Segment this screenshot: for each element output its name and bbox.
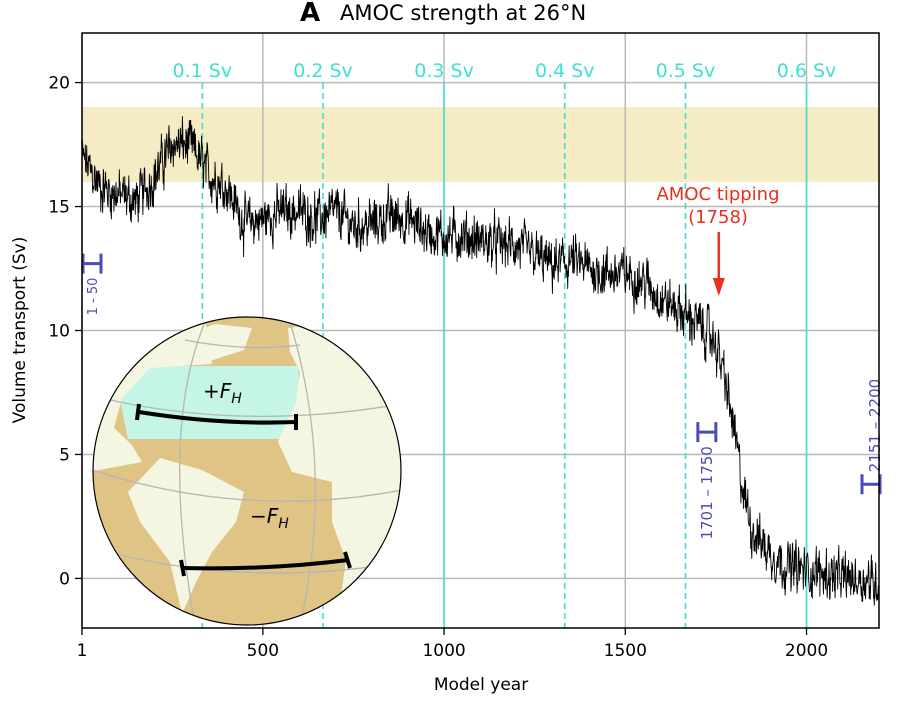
freshwater-marker-label: 0.1 Sv	[173, 60, 233, 82]
y-tick-label: 20	[48, 74, 70, 94]
globe-gridlines	[93, 321, 401, 625]
globe-outline	[92, 316, 402, 626]
y-tick-label: 10	[48, 322, 70, 342]
period-bracket-label: 1701 – 1750	[698, 446, 716, 539]
freshwater-marker-label: 0.2 Sv	[293, 60, 353, 82]
period-bracket-icon	[81, 253, 103, 274]
y-axis-label: Volume transport (Sv)	[10, 237, 30, 424]
x-tick-label: 2000	[785, 641, 828, 661]
period-bracket-icon	[696, 422, 718, 443]
x-tick-label: 1000	[422, 641, 465, 661]
annotation-line1: AMOC tipping	[656, 184, 779, 205]
y-tick-label: 5	[59, 445, 70, 465]
x-axis-label: Model year	[434, 675, 528, 695]
title-text: AMOC strength at 26°N	[340, 1, 586, 25]
globe-inset: +FH −FH	[92, 316, 402, 626]
freshwater-marker-label: 0.6 Sv	[777, 60, 837, 82]
panel-letter: A	[300, 0, 320, 28]
x-tick-label: 500	[247, 641, 279, 661]
freshwater-marker-label: 0.5 Sv	[656, 60, 716, 82]
y-tick-label: 15	[48, 198, 70, 218]
flux-brackets	[135, 403, 352, 577]
x-tick-label: 1	[77, 641, 88, 661]
freshwater-marker-label: 0.3 Sv	[414, 60, 474, 82]
chart-title: A AMOC strength at 26°N	[300, 0, 586, 28]
annotation-line2: (1758)	[688, 207, 748, 228]
greenland	[178, 324, 252, 362]
x-tick-label: 1500	[604, 641, 647, 661]
amoc-series-line	[82, 116, 879, 606]
period-bracket-label: 2151 – 2200	[866, 379, 884, 472]
inset-label-south: −FH	[250, 504, 289, 532]
annotation-arrow-head	[712, 278, 725, 296]
tipping-annotation: AMOC tipping (1758)	[656, 184, 780, 296]
period-bracket-icon	[860, 474, 882, 495]
y-tick-label: 0	[59, 569, 70, 589]
freshwater-marker-label: 0.4 Sv	[535, 60, 595, 82]
period-bracket-label: 1 - 50	[86, 278, 101, 316]
inset-label-north: +FH	[203, 379, 242, 407]
